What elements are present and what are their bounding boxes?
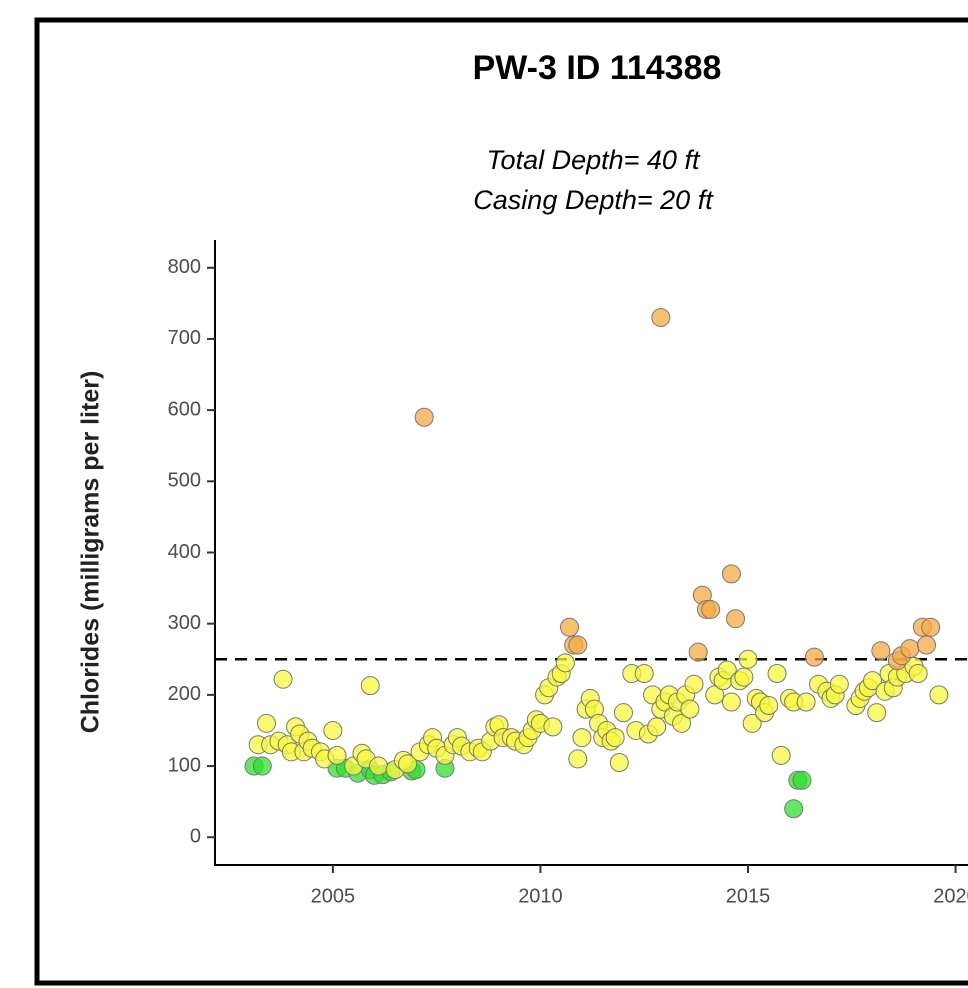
subtitle: Total Depth= 40 ft [487,145,701,175]
point [651,308,671,328]
point [792,770,812,790]
point [273,669,293,689]
point [734,667,754,687]
point [784,799,804,819]
x-tick-label: 2005 [311,885,356,907]
y-tick-label: 500 [168,470,201,492]
point [684,674,704,694]
point [647,717,667,737]
point [721,564,741,584]
x-tick-label: 2010 [518,885,563,907]
point [796,692,816,712]
x-tick-label: 2020 [933,885,968,907]
point [908,664,928,684]
point [398,754,418,774]
y-tick-label: 800 [168,256,201,278]
point [688,642,708,662]
point [767,664,787,684]
point [360,676,380,696]
point [871,641,891,661]
subtitle: Casing Depth= 20 ft [473,185,714,215]
point [742,713,762,733]
y-tick-label: 200 [168,683,201,705]
point [605,728,625,748]
point [256,713,276,733]
point [555,653,575,673]
frame [34,17,968,986]
point [705,685,725,705]
point [252,756,272,776]
point [738,649,758,669]
point [701,599,721,619]
y-tick-label: 100 [168,754,201,776]
point [916,635,936,655]
y-axis-label: Chlorides (milligrams per liter) [77,371,105,734]
y-tick-label: 600 [168,398,201,420]
point [369,756,389,776]
point [572,728,592,748]
y-tick-label: 300 [168,612,201,634]
point [323,720,343,740]
point [559,617,579,637]
x-tick-label: 2015 [726,885,771,907]
y-tick-label: 700 [168,327,201,349]
point [568,749,588,769]
point [613,703,633,723]
point [804,647,824,667]
point [759,696,779,716]
point [717,660,737,680]
y-tick-label: 400 [168,541,201,563]
point [680,699,700,719]
point [726,609,746,629]
point [543,717,563,737]
point [829,674,849,694]
point [929,685,949,705]
point [609,752,629,772]
point [568,635,588,655]
point [900,639,920,659]
point [721,692,741,712]
chart-title: PW-3 ID 114388 [473,49,722,87]
point [863,671,883,691]
point [921,617,941,637]
point [327,745,347,765]
point [867,703,887,723]
point [634,664,654,684]
y-tick-label: 0 [190,826,201,848]
point [414,407,434,427]
point [771,745,791,765]
point [672,713,692,733]
